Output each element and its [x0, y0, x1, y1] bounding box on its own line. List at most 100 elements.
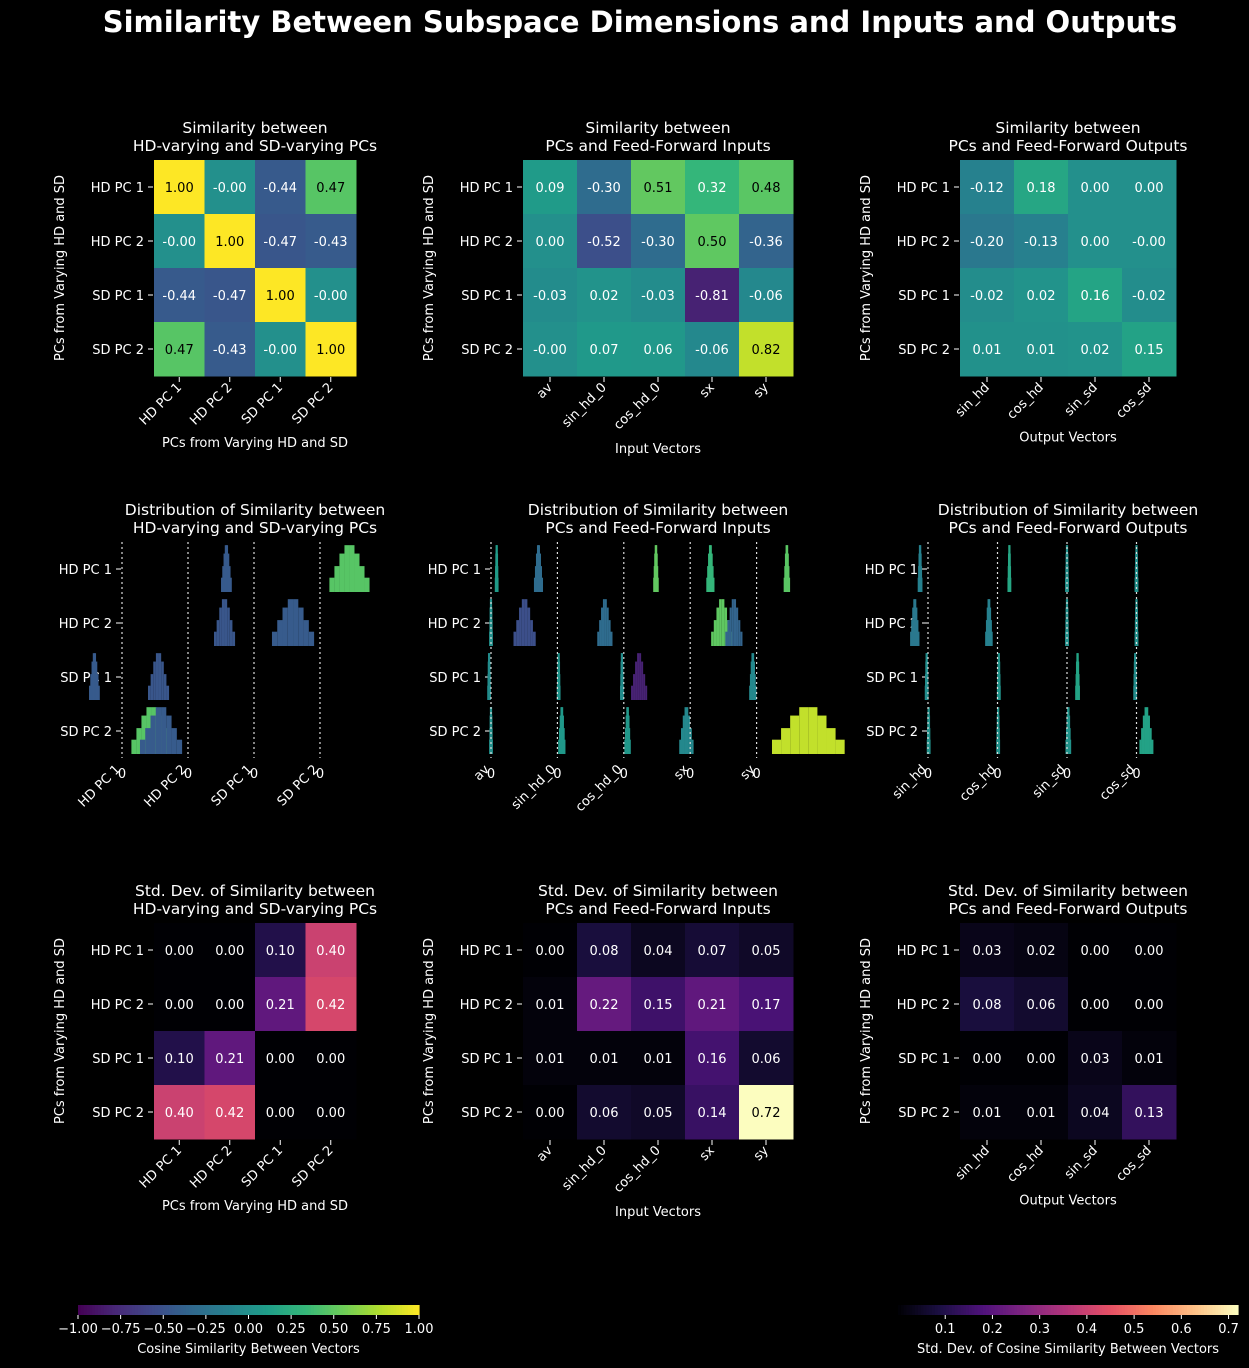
hist-bar — [724, 607, 728, 646]
heatmap-cell-label: 0.01 — [973, 1106, 1002, 1121]
colorbar-segment — [288, 1305, 292, 1315]
heatmap-cell-label: 0.00 — [266, 1106, 295, 1121]
heatmap-cell-label: 0.03 — [1081, 1052, 1110, 1067]
heatmap-cell — [577, 1031, 632, 1086]
zero-tick-label: 0 — [184, 767, 192, 782]
hist-bar — [90, 674, 93, 700]
colorbar-segment — [1124, 1305, 1129, 1315]
hist-bar — [97, 685, 100, 700]
hist-bar — [729, 607, 732, 646]
colorbar-segment — [140, 1305, 144, 1315]
hist-bar — [808, 707, 818, 754]
heatmap-cell — [685, 268, 740, 323]
hist-bar — [145, 728, 151, 754]
heatmap-cell-label: 0.42 — [316, 998, 345, 1013]
colorbar-segment — [943, 1305, 947, 1315]
hist-bar — [914, 599, 917, 646]
heatmap-cell — [523, 160, 578, 215]
colorbar-segment — [974, 1305, 978, 1315]
hist-bar — [150, 715, 156, 754]
colorbar-segment — [1056, 1305, 1061, 1315]
colorbar-tick-label: −0.50 — [143, 1322, 183, 1337]
colorbar-segment — [1170, 1305, 1174, 1315]
colorbar-segment — [362, 1305, 366, 1315]
colorbar-segment — [1178, 1305, 1182, 1315]
hist-bar — [1144, 707, 1147, 754]
heatmap-title-line: PCs and Feed-Forward Outputs — [948, 900, 1187, 918]
hist-bar — [226, 545, 229, 592]
heatmap-cell — [1122, 214, 1177, 269]
colorbar-segment — [923, 1305, 927, 1315]
colorbar-segment — [1226, 1305, 1231, 1315]
hist-bar — [913, 599, 916, 646]
colorbar-segment — [963, 1305, 967, 1315]
heatmap-cell-label: 0.00 — [215, 998, 244, 1013]
heatmap-cell — [739, 214, 794, 269]
hist-bar — [635, 661, 638, 700]
heatmap-cell-label: 0.00 — [1081, 944, 1110, 959]
heatmap-title-line: Similarity between — [585, 119, 730, 137]
heatmap-cell-label: -0.00 — [162, 235, 196, 250]
colorbar-segment — [353, 1305, 358, 1315]
heatmap-cell-label: 0.10 — [165, 1052, 194, 1067]
heatmap-cell — [204, 923, 256, 978]
heatmap-title-line: Similarity between — [182, 119, 327, 137]
heatmap-cell-label: -0.36 — [749, 235, 783, 250]
heatmap-cell — [960, 268, 1015, 323]
hist-title-line: Distribution of Similarity between — [938, 501, 1198, 519]
colorbar-segment — [356, 1305, 360, 1315]
zero-tick-label: 0 — [1132, 767, 1140, 782]
heatmap-cell-label: 0.17 — [752, 998, 781, 1013]
colorbar-segment — [399, 1305, 403, 1315]
heatmap-cell — [204, 1085, 256, 1140]
heatmap-cell — [523, 214, 578, 269]
heatmap-cell — [305, 1031, 357, 1086]
colorbar-segment — [416, 1305, 420, 1315]
colorbar-segment — [929, 1305, 933, 1315]
colorbar-segment — [387, 1305, 392, 1315]
heatmap-cell — [960, 214, 1015, 269]
colorbar-tick-label: −1.00 — [58, 1322, 98, 1337]
row-tick-label: HD PC 1 — [897, 944, 950, 959]
heatmap-cell-label: 0.02 — [1027, 944, 1056, 959]
heatmap-cell — [739, 977, 794, 1032]
hist-bar — [277, 620, 283, 646]
heatmap-cell — [1014, 268, 1069, 323]
hist-bar — [911, 620, 914, 646]
hist-bar — [1066, 631, 1069, 646]
heatmap-cell-label: -0.00 — [263, 343, 297, 358]
hist-bar — [740, 631, 743, 646]
heatmap-cell-label: 0.01 — [590, 1052, 619, 1067]
colorbar-segment — [906, 1305, 910, 1315]
colorbar-segment — [151, 1305, 156, 1315]
heatmap-cell — [685, 1085, 740, 1140]
hist-bar — [771, 739, 782, 754]
heatmap-title-line: Std. Dev. of Similarity between — [538, 882, 778, 900]
colorbar-segment — [988, 1305, 993, 1315]
colorbar-segment — [134, 1305, 139, 1315]
colorbar-segment — [1045, 1305, 1049, 1315]
heatmap-cell — [739, 322, 794, 377]
colorbar-segment — [120, 1305, 125, 1315]
hist-bar — [1136, 631, 1139, 646]
colorbar-segment — [1212, 1305, 1216, 1315]
colorbar-segment — [382, 1305, 386, 1315]
hist-bar — [271, 631, 278, 646]
zero-tick-label: 0 — [752, 767, 760, 782]
heatmap-cell — [739, 268, 794, 323]
heatmap-cell-label: 0.02 — [1081, 343, 1110, 358]
hist-bar — [686, 707, 689, 754]
heatmap-8: Std. Dev. of Similarity between PCs and F… — [859, 882, 1188, 1209]
hist-bar — [788, 577, 791, 592]
hist-bar — [161, 661, 164, 700]
heatmap-cell-label: 0.06 — [644, 343, 673, 358]
colorbar-segment — [1011, 1305, 1015, 1315]
colorbar-segment — [248, 1305, 252, 1315]
heatmap-cell-label: 0.00 — [215, 944, 244, 959]
heatmap-cell — [685, 322, 740, 377]
hist-bar — [530, 620, 533, 646]
heatmap-cell — [631, 268, 686, 323]
colorbar-segment — [86, 1305, 90, 1315]
colorbar-segment — [1090, 1305, 1095, 1315]
